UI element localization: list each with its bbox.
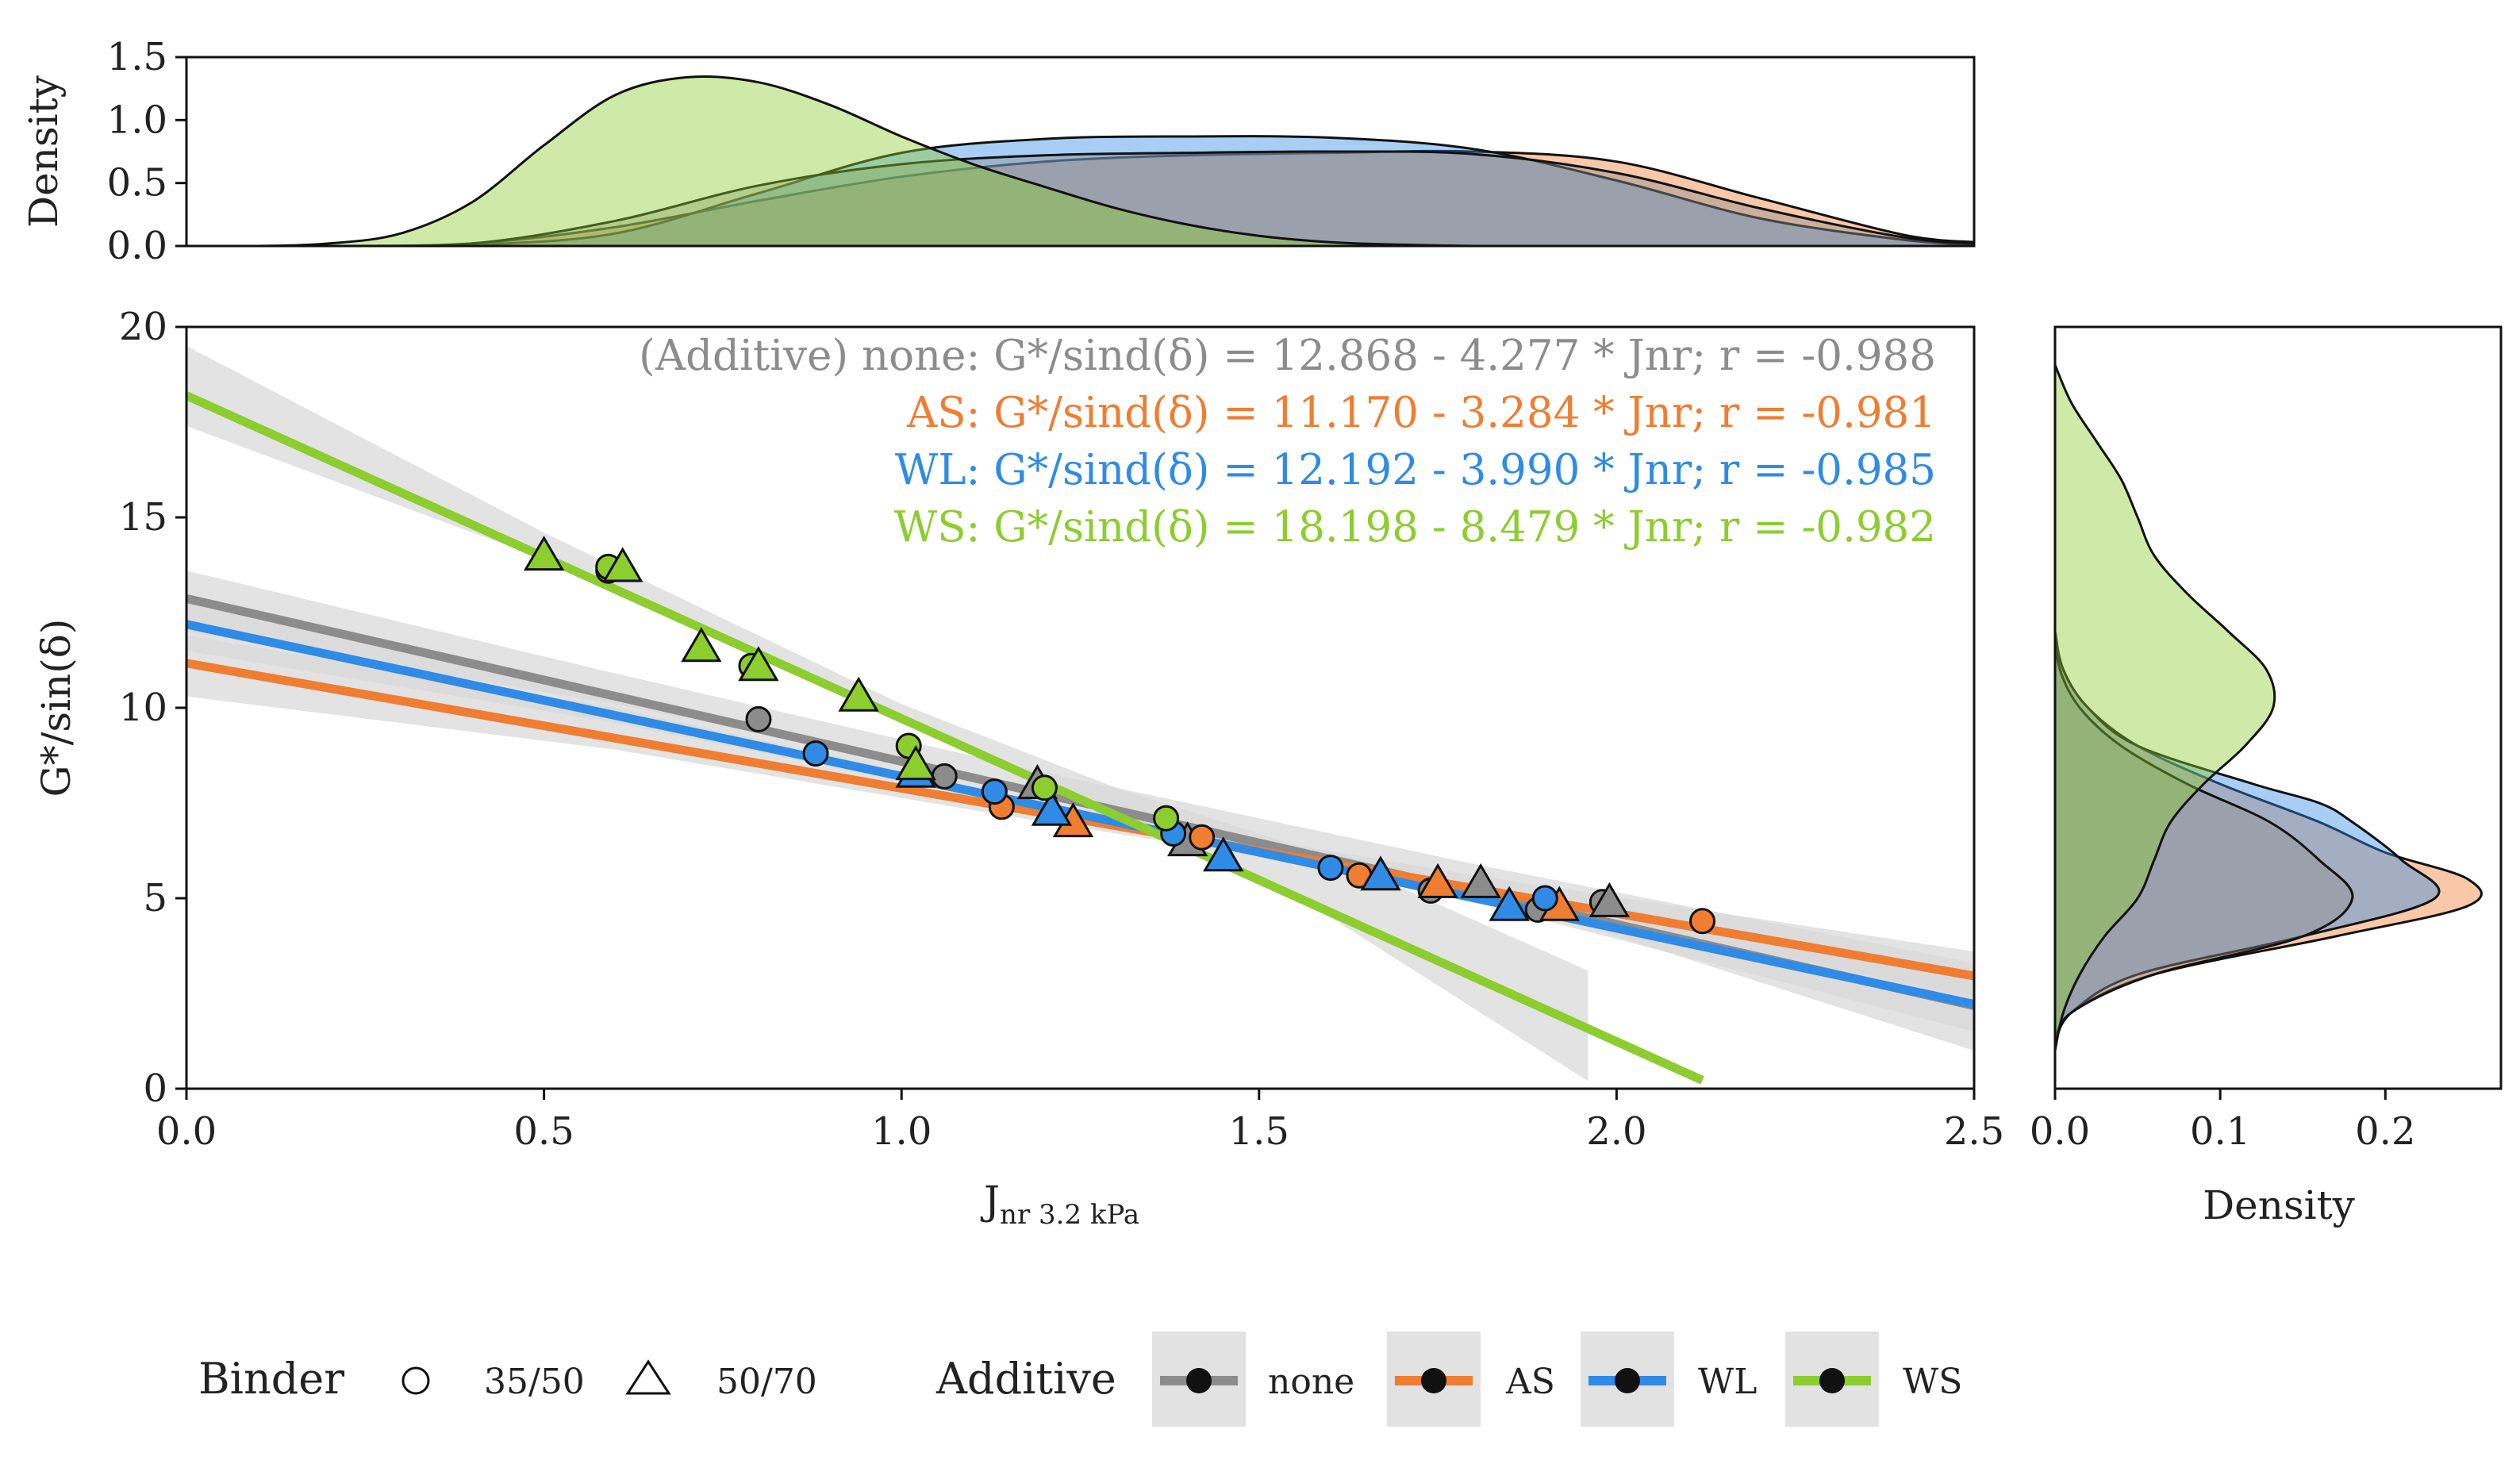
x-tick-label: 2.5: [1944, 1109, 2004, 1154]
x-tick-label: 2.0: [1586, 1109, 1646, 1154]
point-none-35-50: [931, 763, 958, 790]
top-y-tick-label: 0.5: [107, 161, 167, 206]
point-wl-50-70: [1203, 836, 1244, 872]
y-tick-label: 10: [119, 686, 167, 730]
point-as-50-70: [1417, 863, 1458, 898]
point-as-35-50: [1689, 908, 1716, 935]
top-density-fill-ws: [186, 76, 1617, 246]
top-density-axis-label: Density: [21, 75, 67, 228]
y-tick-label: 20: [119, 305, 167, 349]
top-y-tick-label: 1.5: [107, 35, 167, 79]
top-density-panel: 0.0 0.5 1.0 1.5 Density: [21, 35, 1976, 268]
x-tick-label: 1.0: [871, 1109, 932, 1154]
regression-lines: [186, 391, 1974, 1085]
right-density-fill-none: [2055, 632, 2353, 1043]
point-wl-50-70: [1360, 855, 1401, 891]
point-wl-50-70: [1031, 790, 1073, 826]
right-density-curve-none: [2055, 631, 2354, 1044]
point-ws-50-70: [523, 536, 565, 571]
ci-band-none: [186, 571, 1974, 1051]
point-wl-35-50: [802, 740, 829, 767]
regression-equation-ws: WS: G*/sind(δ) = 18.198 - 8.479 * Jnr; r…: [894, 503, 1936, 551]
regression-equation-none: (Additive) none: G*/sind(δ) = 12.868 - 4…: [639, 332, 1936, 380]
point-ws-35-50: [1153, 805, 1180, 832]
top-y-tick-label: 1.0: [107, 98, 167, 142]
x-tick-label: 0.5: [513, 1109, 574, 1154]
legend-binder-35-50: 35/50: [484, 1362, 585, 1402]
legend-binder-title: Binder: [198, 1354, 344, 1404]
right-density-fill-ws: [2055, 365, 2275, 1051]
right-x-tick-label: 0.2: [2355, 1109, 2415, 1154]
x-tick-label: 0.0: [156, 1109, 217, 1154]
legend-additive-label-ws: WS: [1903, 1362, 1962, 1402]
regression-line-wl: [186, 620, 1974, 1009]
top-density-areas: [186, 75, 1974, 246]
legend-triangle-marker: [625, 1359, 671, 1395]
top-density-curve-ws: [186, 75, 1617, 246]
point-ws-50-70: [602, 547, 643, 582]
top-density-curve-wl: [186, 135, 1974, 246]
x-axis-label-main: J: [980, 1178, 1000, 1224]
point-wl-35-50: [1531, 885, 1558, 912]
right-density-panel: 0.0 0.1 0.2 Density: [2030, 325, 2503, 1228]
x-tick-label: 1.5: [1229, 1109, 1289, 1154]
top-density-curve-none: [186, 150, 1974, 246]
point-ws-50-70: [681, 627, 722, 663]
top-density-frame: [185, 56, 1976, 248]
right-density-areas: [2055, 364, 2483, 1051]
top-y-tick-label: 0.0: [107, 224, 167, 268]
ci-band-ws: [186, 346, 1588, 1082]
point-ws-50-70: [838, 676, 879, 712]
y-tick-label: 5: [143, 876, 167, 920]
point-none-50-70: [1460, 863, 1501, 898]
legend-circle-marker: [401, 1366, 430, 1395]
point-ws-35-50: [1031, 774, 1058, 801]
point-wl-50-70: [1489, 886, 1530, 921]
top-density-axes: 0.0 0.5 1.0 1.5 Density: [21, 35, 1976, 268]
legend-swatch-dot-as: [1421, 1368, 1446, 1393]
regression-equations: (Additive) none: G*/sind(δ) = 12.868 - 4…: [639, 332, 1936, 551]
point-none-50-70: [1588, 882, 1631, 917]
right-x-tick-label: 0.0: [2030, 1109, 2090, 1154]
point-ws-50-70: [738, 646, 779, 682]
legend-additive-title: Additive: [935, 1354, 1116, 1404]
x-axis-label: Jnr 3.2 kPa: [980, 1178, 1139, 1231]
top-density-fill-wl: [186, 136, 1974, 246]
legend-swatch-dot-wl: [1615, 1368, 1640, 1393]
y-axis-label: G*/sin(δ): [33, 619, 79, 797]
legend-additive-label-as: AS: [1505, 1362, 1555, 1402]
y-tick-label: 15: [119, 495, 167, 540]
right-density-curve-wl: [2055, 631, 2441, 1044]
legend-binder-50-70: 50/70: [716, 1362, 817, 1402]
right-density-curve-ws: [2055, 364, 2276, 1051]
point-ws-50-70: [895, 745, 936, 781]
legend-swatch-dot-ws: [1819, 1368, 1845, 1393]
point-none-35-50: [745, 705, 772, 732]
point-wl-35-50: [1317, 855, 1344, 882]
legend-swatch-dot-none: [1186, 1368, 1212, 1393]
point-wl-35-50: [981, 778, 1008, 805]
right-density-axes: 0.0 0.1 0.2 Density: [2030, 325, 2503, 1228]
main-axes: 0.0 0.5 1.0 1.5 2.0 2.5 0 5 10 15 20 Jnr 3.2 kPa G*/…: [33, 305, 2004, 1231]
legend: Binder 35/50 50/70 Additive none AS WL WS: [198, 1331, 1962, 1427]
right-density-frame: [2053, 325, 2503, 1090]
right-x-tick-label: 0.1: [2190, 1109, 2250, 1154]
regression-equation-as: AS: G*/sind(δ) = 11.170 - 3.284 * Jnr; r…: [906, 389, 1936, 437]
data-points: [523, 536, 1716, 935]
main-scatter-panel: 0.0 0.5 1.0 1.5 2.0 2.5 0 5 10 15 20 Jnr 3.2 kPa G*/…: [33, 305, 2004, 1231]
y-tick-label: 0: [143, 1066, 167, 1111]
right-density-fill-as: [2055, 632, 2482, 1043]
point-as-35-50: [1189, 824, 1216, 851]
x-axis-label-subscript: nr 3.2 kPa: [1000, 1199, 1139, 1231]
legend-additive-label-none: none: [1268, 1362, 1354, 1402]
regression-equation-wl: WL: G*/sind(δ) = 12.192 - 3.990 * Jnr; r…: [895, 446, 1936, 494]
right-density-axis-label: Density: [2203, 1182, 2356, 1228]
regression-line-ws: [186, 391, 1704, 1085]
legend-additive-label-wl: WL: [1698, 1362, 1757, 1402]
right-density-fill-wl: [2055, 632, 2440, 1043]
